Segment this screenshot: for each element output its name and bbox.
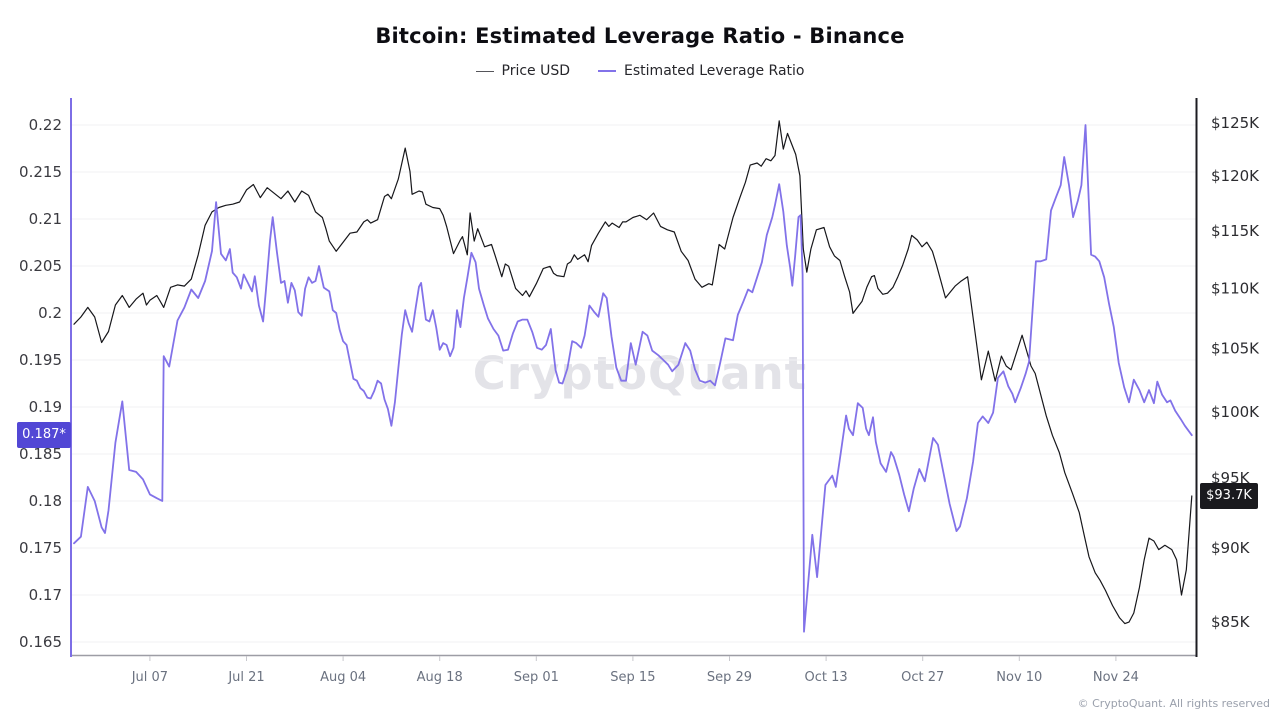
price-current-badge: $93.7K xyxy=(1200,483,1258,509)
series-line-price xyxy=(73,120,1193,625)
page-title: Bitcoin: Estimated Leverage Ratio - Bina… xyxy=(375,24,905,48)
price-line-swatch-icon xyxy=(475,70,494,72)
legend-label-leverage-ratio: Estimated Leverage Ratio xyxy=(624,63,805,79)
y-left-tick-label: 0.175 xyxy=(19,539,62,557)
legend: Price USD Estimated Leverage Ratio xyxy=(0,63,1280,79)
x-tick-label: Oct 27 xyxy=(901,670,944,685)
copyright-notice: © CryptoQuant. All rights reserved xyxy=(1077,697,1270,710)
legend-item-price[interactable]: Price USD xyxy=(475,63,571,79)
x-tick-label: Jul 21 xyxy=(227,670,264,685)
x-tick-label: Nov 24 xyxy=(1093,670,1139,685)
y-right-tick-label: $115K xyxy=(1211,222,1260,240)
y-left-tick-label: 0.17 xyxy=(29,586,62,604)
y-left-tick-label: 0.195 xyxy=(19,351,62,369)
series-line-leverage-ratio xyxy=(73,124,1193,633)
y-right-tick-label: $120K xyxy=(1211,167,1260,185)
y-left-tick-label: 0.185 xyxy=(19,445,62,463)
y-right-tick-label: $100K xyxy=(1211,403,1260,421)
x-tick-label: Aug 04 xyxy=(320,670,366,685)
x-tick-label: Aug 18 xyxy=(417,670,463,685)
leverage-ratio-current-badge: 0.187* xyxy=(17,422,71,449)
y-left-tick-label: 0.21 xyxy=(29,210,62,228)
y-left-tick-label: 0.2 xyxy=(38,304,62,322)
x-tick-label: Nov 10 xyxy=(996,670,1042,685)
y-right-tick-label: $95K xyxy=(1211,469,1251,487)
legend-item-leverage-ratio[interactable]: Estimated Leverage Ratio xyxy=(598,63,805,79)
y-right-tick-label: $105K xyxy=(1211,340,1260,358)
y-left-tick-label: 0.165 xyxy=(19,633,62,651)
y-left-tick-label: 0.19 xyxy=(29,398,62,416)
y-right-tick-label: $90K xyxy=(1211,539,1251,557)
x-tick-label: Sep 29 xyxy=(707,670,752,685)
x-tick-label: Sep 01 xyxy=(514,670,559,685)
x-tick-label: Oct 13 xyxy=(805,670,848,685)
y-left-tick-label: 0.205 xyxy=(19,257,62,275)
y-left-tick-label: 0.18 xyxy=(29,492,62,510)
y-right-tick-label: $110K xyxy=(1211,279,1260,297)
y-right-tick-label: $125K xyxy=(1211,114,1260,132)
leverage-ratio-line-swatch-icon xyxy=(598,70,617,72)
y-left-tick-label: 0.215 xyxy=(19,163,62,181)
y-right-tick-label: $85K xyxy=(1211,613,1251,631)
x-tick-label: Jul 07 xyxy=(131,670,168,685)
legend-label-price: Price USD xyxy=(501,63,571,79)
x-tick-label: Sep 15 xyxy=(610,670,655,685)
y-left-tick-label: 0.22 xyxy=(29,116,62,134)
